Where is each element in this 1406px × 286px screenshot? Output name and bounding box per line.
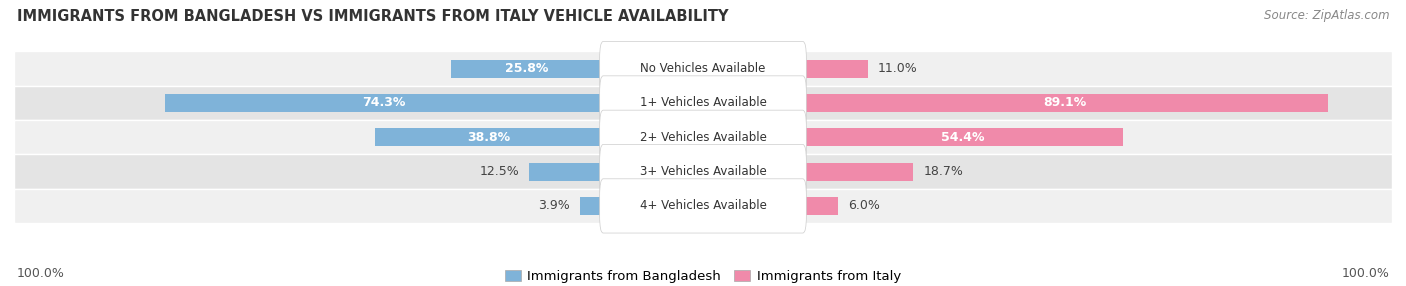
Text: 25.8%: 25.8% <box>505 62 548 75</box>
Bar <box>530 163 603 180</box>
Bar <box>14 189 1392 223</box>
Text: 6.0%: 6.0% <box>849 199 880 212</box>
Text: 2+ Vehicles Available: 2+ Vehicles Available <box>640 131 766 144</box>
Text: IMMIGRANTS FROM BANGLADESH VS IMMIGRANTS FROM ITALY VEHICLE AVAILABILITY: IMMIGRANTS FROM BANGLADESH VS IMMIGRANTS… <box>17 9 728 23</box>
Bar <box>14 154 1392 189</box>
Text: 4+ Vehicles Available: 4+ Vehicles Available <box>640 199 766 212</box>
Text: 18.7%: 18.7% <box>924 165 963 178</box>
Bar <box>803 60 868 78</box>
Bar <box>14 51 1392 86</box>
Bar <box>14 120 1392 154</box>
Text: 74.3%: 74.3% <box>363 96 406 110</box>
Text: 100.0%: 100.0% <box>17 267 65 280</box>
Text: 3.9%: 3.9% <box>538 199 569 212</box>
Text: 12.5%: 12.5% <box>479 165 519 178</box>
Bar <box>803 163 912 180</box>
Text: 1+ Vehicles Available: 1+ Vehicles Available <box>640 96 766 110</box>
Bar <box>803 128 1123 146</box>
Bar <box>14 86 1392 120</box>
FancyBboxPatch shape <box>599 41 807 96</box>
Bar <box>803 197 838 215</box>
Legend: Immigrants from Bangladesh, Immigrants from Italy: Immigrants from Bangladesh, Immigrants f… <box>499 265 907 286</box>
FancyBboxPatch shape <box>599 144 807 199</box>
Text: 89.1%: 89.1% <box>1043 96 1087 110</box>
Text: 100.0%: 100.0% <box>1341 267 1389 280</box>
Text: 11.0%: 11.0% <box>877 62 918 75</box>
FancyBboxPatch shape <box>599 179 807 233</box>
Text: Source: ZipAtlas.com: Source: ZipAtlas.com <box>1264 9 1389 21</box>
FancyBboxPatch shape <box>599 76 807 130</box>
Bar <box>803 94 1327 112</box>
Bar <box>374 128 603 146</box>
Text: No Vehicles Available: No Vehicles Available <box>640 62 766 75</box>
Bar <box>451 60 603 78</box>
Text: 3+ Vehicles Available: 3+ Vehicles Available <box>640 165 766 178</box>
Bar <box>581 197 603 215</box>
FancyBboxPatch shape <box>599 110 807 164</box>
Text: 54.4%: 54.4% <box>942 131 984 144</box>
Bar <box>166 94 603 112</box>
Text: 38.8%: 38.8% <box>467 131 510 144</box>
